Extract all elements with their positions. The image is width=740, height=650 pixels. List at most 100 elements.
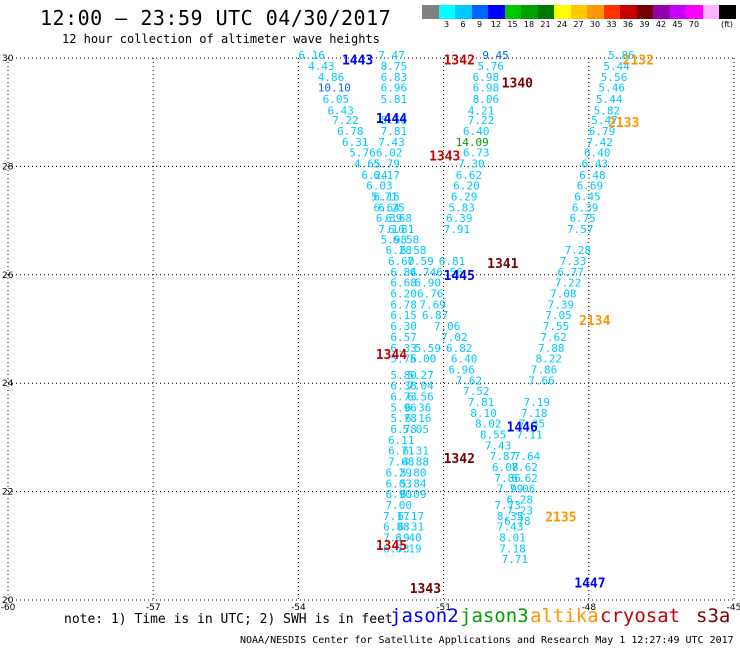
wave-height-value: 6.15 — [390, 309, 417, 322]
wave-height-value: 5.79 — [373, 157, 400, 170]
legend-swatch — [438, 5, 456, 19]
wave-height-value: 4.21 — [468, 104, 495, 117]
wave-height-value: 5.56 — [381, 114, 408, 127]
wave-height-value: 6.38 — [390, 380, 417, 393]
wave-height-value: 6.57 — [390, 331, 417, 344]
wave-height-value: 5.47 — [591, 114, 618, 127]
wave-height-value: 6.28 — [386, 244, 413, 257]
wave-height-value: 7.81 — [381, 125, 408, 138]
wave-height-value: 6.64 — [373, 201, 400, 214]
x-tick-label: -48 — [581, 603, 596, 613]
wave-height-value: 7.04 — [407, 380, 434, 393]
wave-height-value: 7.42 — [586, 136, 613, 149]
legend-label: 6 — [460, 20, 466, 29]
wave-height-value: 6.16 — [405, 412, 432, 425]
pass-label: 1344 — [376, 348, 407, 363]
wave-height-value: 14.09 — [456, 136, 489, 149]
wave-height-value: 6.16 — [298, 49, 325, 62]
wave-height-value: 6.09 — [400, 488, 427, 501]
wave-height-value: 5.83 — [448, 201, 475, 214]
wave-height-value: 7.08 — [550, 288, 577, 301]
wave-height-value: 6.17 — [398, 510, 425, 523]
wave-height-value: 6.40 — [451, 353, 478, 366]
legend-label: 15 — [507, 20, 518, 29]
wave-height-value: 6.78 — [504, 515, 530, 528]
wave-height-value: 7.62 — [540, 331, 567, 344]
legend-swatch — [504, 5, 522, 19]
legend-label: 33 — [606, 20, 617, 29]
pass-label: 1445 — [444, 269, 475, 284]
pass-label: 1447 — [574, 577, 605, 592]
legend-label: 39 — [639, 20, 650, 29]
wave-height-value: 5.27 — [407, 369, 434, 382]
wave-height-value: 4.86 — [318, 71, 345, 84]
legend-label: 24 — [556, 20, 568, 29]
wave-height-value: 5.76 — [349, 147, 376, 160]
wave-height-value: 7.62 — [456, 374, 483, 387]
wave-height-value: 5.96 — [390, 401, 417, 414]
wave-height-value: 6.77 — [557, 266, 584, 279]
pass-label: 1443 — [342, 54, 373, 69]
wave-height-value: 7.17 — [383, 510, 410, 523]
pass-label: 1342 — [444, 452, 475, 467]
legend-s3a: s3a — [696, 605, 731, 627]
wave-height-value: 5.59 — [415, 342, 442, 355]
wave-height-value: 5.80 — [400, 466, 427, 479]
pass-label: 1446 — [507, 421, 538, 436]
page-subtitle: 12 hour collection of altimeter wave hei… — [62, 32, 380, 46]
wave-height-value: 6.62 — [511, 472, 538, 485]
legend-unit: (ft) — [721, 20, 734, 29]
wave-height-value: 7.39 — [548, 298, 575, 311]
x-tick-label: -60 — [1, 603, 16, 613]
wave-height-value: 5.05 — [402, 423, 429, 436]
wave-height-value: 6.56 — [407, 391, 434, 404]
page-title: 12:00 — 23:59 UTC 04/30/2017 — [40, 6, 392, 30]
wave-height-value: 5.80 — [390, 369, 417, 382]
wave-height-value: 6.74 — [410, 266, 437, 279]
wave-height-value: 8.10 — [470, 407, 497, 420]
wave-height-value: 6.75 — [569, 212, 596, 225]
wave-height-value: 7.86 — [531, 363, 558, 376]
wave-height-value: 6.90 — [386, 488, 413, 501]
wave-height-value: 7.64 — [514, 450, 541, 463]
wave-height-value: 6.78 — [390, 298, 417, 311]
legend-label: 70 — [688, 20, 700, 29]
wave-height-value: 6.31 — [402, 445, 429, 458]
wave-height-value: 6.98 — [473, 71, 500, 84]
wave-height-value: 7.23 — [507, 504, 534, 517]
legend-swatch — [669, 5, 687, 19]
legend-swatch — [488, 5, 505, 19]
wave-height-value: 6.08 — [492, 461, 519, 474]
legend-swatch — [471, 5, 489, 19]
legend-swatch — [603, 5, 621, 19]
wave-height-value: 6.25 — [378, 201, 405, 214]
wave-height-value: 6.28 — [507, 494, 534, 507]
wave-height-value: 7.69 — [419, 298, 446, 311]
wave-height-value: 8.35 — [497, 510, 523, 523]
legend-swatch — [636, 5, 654, 19]
legend-swatch — [686, 5, 703, 19]
wave-height-value: 5.86 — [608, 49, 635, 62]
pass-label: 2135 — [545, 511, 576, 526]
wave-height-value: 8.75 — [381, 60, 408, 73]
wave-height-value: 6.81 — [439, 255, 466, 268]
wave-height-value: 5.81 — [381, 93, 408, 106]
wave-height-value: 5.78 — [390, 412, 417, 425]
pass-label: 1342 — [444, 54, 475, 69]
wave-height-value: 6.58 — [400, 244, 427, 257]
wave-height-value: 6.73 — [383, 542, 410, 555]
legend-label: 12 — [490, 20, 502, 29]
wave-height-value: 6.31 — [398, 521, 425, 534]
wave-height-value: 6.96 — [448, 363, 475, 376]
wave-height-value: 6.30 — [390, 320, 417, 333]
wave-height-value: 6.40 — [395, 531, 422, 544]
wave-height-value: 6.11 — [388, 434, 415, 447]
pass-label: 1345 — [376, 539, 407, 554]
wave-height-value: 7.16 — [378, 223, 405, 236]
wave-height-value: 6.17 — [373, 169, 400, 182]
wave-height-value: 6.36 — [405, 401, 432, 414]
wave-height-value: 7.19 — [383, 531, 410, 544]
y-tick-label: 30 — [2, 54, 14, 64]
wave-height-value: 7.30 — [458, 157, 485, 170]
wave-height-value: 7.22 — [332, 114, 359, 127]
